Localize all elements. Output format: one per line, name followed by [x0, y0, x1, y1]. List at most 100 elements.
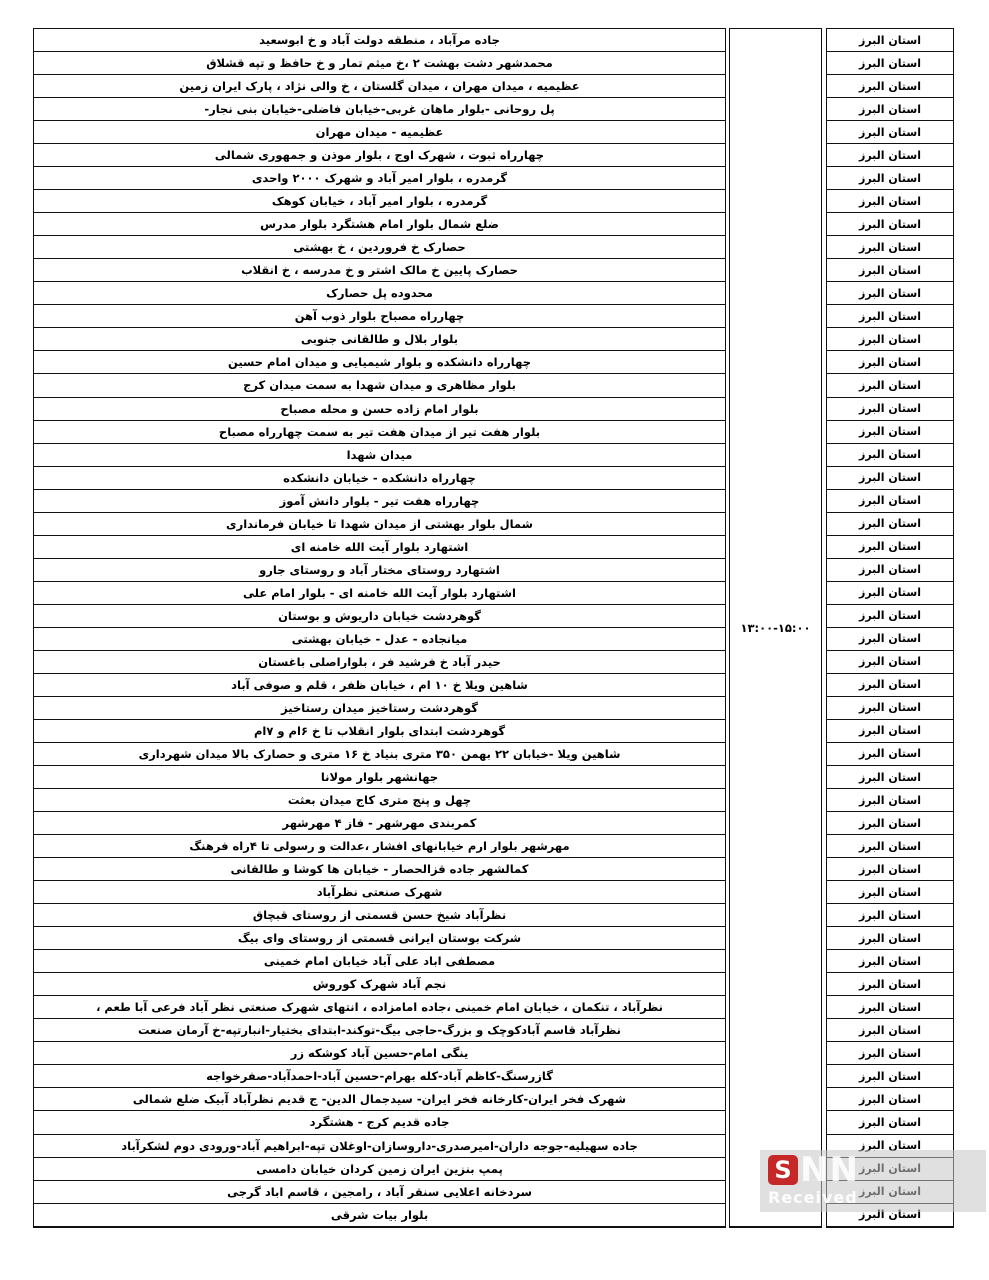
province-cell: استان البرز [827, 121, 953, 145]
province-cell: استان البرز [827, 766, 953, 790]
address-row: چهارراه مصباح بلوار ذوب آهن [34, 305, 725, 329]
address-row: شهرک فخر ایران-کارخانه فخر ایران- سیدجما… [34, 1088, 725, 1112]
address-row: گوهردشت ابتدای بلوار انقلاب تا خ ۶ام و ۷… [34, 720, 725, 743]
province-cell: استان البرز [827, 328, 953, 352]
address-row: اشتهارد بلوار آیت الله خامنه ای - بلوار … [34, 582, 725, 605]
province-cell: استان البرز [827, 835, 953, 859]
province-cell: استان البرز [827, 374, 953, 398]
address-row: عظیمیه ، میدان مهران ، میدان گلستان ، خ … [34, 75, 725, 99]
province-cell: استان البرز [827, 467, 953, 490]
address-column: جاده مرآباد ، منطقه دولت آباد و خ ابوسعی… [33, 28, 726, 1228]
address-row: گوهردشت رستاخیز میدان رستاخیز [34, 697, 725, 720]
province-cell: استان البرز [827, 29, 953, 53]
snn-logo-s-badge: S [768, 1155, 798, 1185]
province-cell: استان البرز [827, 628, 953, 651]
address-row: ضلع شمال بلوار امام هشتگرد بلوار مدرس [34, 213, 725, 237]
province-cell: استان البرز [827, 559, 953, 582]
province-cell: استان البرز [827, 1042, 953, 1066]
time-column: ۱۳:۰۰-۱۵:۰۰ [729, 28, 822, 1228]
address-row: شاهین ویلا -خیابان ۲۲ بهمن ۳۵۰ متری بنیا… [34, 743, 725, 766]
province-cell: استان البرز [827, 697, 953, 720]
province-cell: استان البرز [827, 98, 953, 122]
address-row: عظیمیه - میدان مهران [34, 121, 725, 145]
province-cell: استان البرز [827, 536, 953, 559]
province-cell: استان البرز [827, 973, 953, 997]
address-row: چهارراه ثبوت ، شهرک اوج ، بلوار موذن و ج… [34, 144, 725, 168]
snn-watermark: S NN Received [760, 1150, 986, 1212]
address-row: محمدشهر دشت بهشت ۲ ،خ میثم تمار و خ حافظ… [34, 52, 725, 76]
province-cell: استان البرز [827, 75, 953, 99]
province-cell: استان البرز [827, 927, 953, 951]
province-cell: استان البرز [827, 1065, 953, 1089]
province-cell: استان البرز [827, 858, 953, 882]
province-cell: استان البرز [827, 513, 953, 536]
snn-logo: S NN [768, 1150, 986, 1190]
province-cell: استان البرز [827, 190, 953, 214]
province-cell: استان البرز [827, 144, 953, 168]
address-row: شمال بلوار بهشتی از میدان شهدا تا خیابان… [34, 513, 725, 536]
province-cell: استان البرز [827, 398, 953, 421]
address-row: چهارراه دانشکده - خیابان دانشکده [34, 467, 725, 490]
address-row: بلوار هفت تیر از میدان هفت تیر به سمت چه… [34, 421, 725, 444]
province-cell: استان البرز [827, 421, 953, 444]
province-cell: استان البرز [827, 490, 953, 513]
province-cell: استان البرز [827, 743, 953, 766]
address-row: بلوار مظاهری و میدان شهدا به سمت میدان ک… [34, 374, 725, 398]
address-row: گرمدره ، بلوار امیر آباد ، خیابان کوهک [34, 190, 725, 214]
province-cell: استان البرز [827, 1111, 953, 1135]
province-cell: استان البرز [827, 720, 953, 743]
address-row: بلوار بلال و طالقانی جنوبی [34, 328, 725, 352]
province-cell: استان البرز [827, 674, 953, 697]
address-row: جاده مرآباد ، منطقه دولت آباد و خ ابوسعی… [34, 29, 725, 53]
address-row: محدوده پل حصارک [34, 282, 725, 306]
province-cell: استان البرز [827, 167, 953, 191]
province-cell: استان البرز [827, 444, 953, 467]
province-cell: استان البرز [827, 789, 953, 813]
province-cell: استان البرز [827, 1088, 953, 1112]
address-row: اشتهارد روستای مختار آباد و روستای جارو [34, 559, 725, 582]
address-row: نظرآباد ، تنکمان ، خیابان امام خمینی ،جا… [34, 996, 725, 1020]
address-row: کمالشهر جاده قزالحصار - خیابان ها کوشا و… [34, 858, 725, 882]
province-cell: استان البرز [827, 1019, 953, 1043]
province-cell: استان البرز [827, 236, 953, 260]
province-cell: استان البرز [827, 904, 953, 928]
address-row: گرمدره ، بلوار امیر آباد و شهرک ۲۰۰۰ واح… [34, 167, 725, 191]
address-row: شهرک صنعتی نظرآباد [34, 881, 725, 905]
province-cell: استان البرز [827, 950, 953, 974]
address-row: میدان شهدا [34, 444, 725, 467]
address-row: چهارراه دانشکده و بلوار شیمیایی و میدان … [34, 351, 725, 375]
address-row: بلوار امام زاده حسن و محله مصباح [34, 398, 725, 421]
address-row: مهرشهر بلوار ارم خیابانهای افشار ،عدالت … [34, 835, 725, 859]
province-cell: استان البرز [827, 582, 953, 605]
address-row: نظرآباد شیخ حسن قسمتی از روستای قبچاق [34, 904, 725, 928]
address-row: کمربندی مهرشهر - فاز ۴ مهرشهر [34, 812, 725, 836]
address-row: گوهردشت خیابان داریوش و بوستان [34, 605, 725, 628]
address-row: جهانشهر بلوار مولانا [34, 766, 725, 790]
province-cell: استان البرز [827, 213, 953, 237]
address-row: نجم آباد شهرک کوروش [34, 973, 725, 997]
province-cell: استان البرز [827, 651, 953, 674]
province-cell: استان البرز [827, 259, 953, 283]
province-cell: استان البرز [827, 605, 953, 628]
address-row: گازرسنگ-کاظم آباد-کله بهرام-حسین آباد-اح… [34, 1065, 725, 1089]
address-row: میانجاده - عدل - خیابان بهشتی [34, 628, 725, 651]
province-cell: استان البرز [827, 52, 953, 76]
province-cell: استان البرز [827, 996, 953, 1020]
address-row: شاهین ویلا خ ۱۰ ام ، خیابان ظفر ، قلم و … [34, 674, 725, 697]
address-row: چهل و پنج متری کاج میدان بعثت [34, 789, 725, 813]
address-row: جاده قدیم کرج - هشتگرد [34, 1111, 725, 1135]
province-cell: استان البرز [827, 881, 953, 905]
address-row: نظرآباد قاسم آبادکوچک و بزرگ-حاجی بیگ-تو… [34, 1019, 725, 1043]
address-row: بلوار بیات شرقی [330, 1207, 429, 1222]
snn-logo-nn-letters: NN [800, 1150, 859, 1190]
address-row: چهارراه هفت تیر - بلوار دانش آموز [34, 490, 725, 513]
watermark-received-label: Received [768, 1188, 858, 1207]
province-cell: استان البرز [827, 305, 953, 329]
address-row: اشتهارد بلوار آیت الله خامنه ای [34, 536, 725, 559]
address-row: حصارک پایین خ مالک اشتر و خ مدرسه ، خ ان… [34, 259, 725, 283]
address-row: شرکت بوستان ایرانی قسمتی از روستای وای ب… [34, 927, 725, 951]
province-cell: استان البرز [827, 282, 953, 306]
address-row: حیدر آباد خ فرشید فر ، بلواراصلی باغستان [34, 651, 725, 674]
address-row: سردخانه اعلایی سنقر آباد ، رامجین ، قاسم… [34, 1181, 725, 1204]
